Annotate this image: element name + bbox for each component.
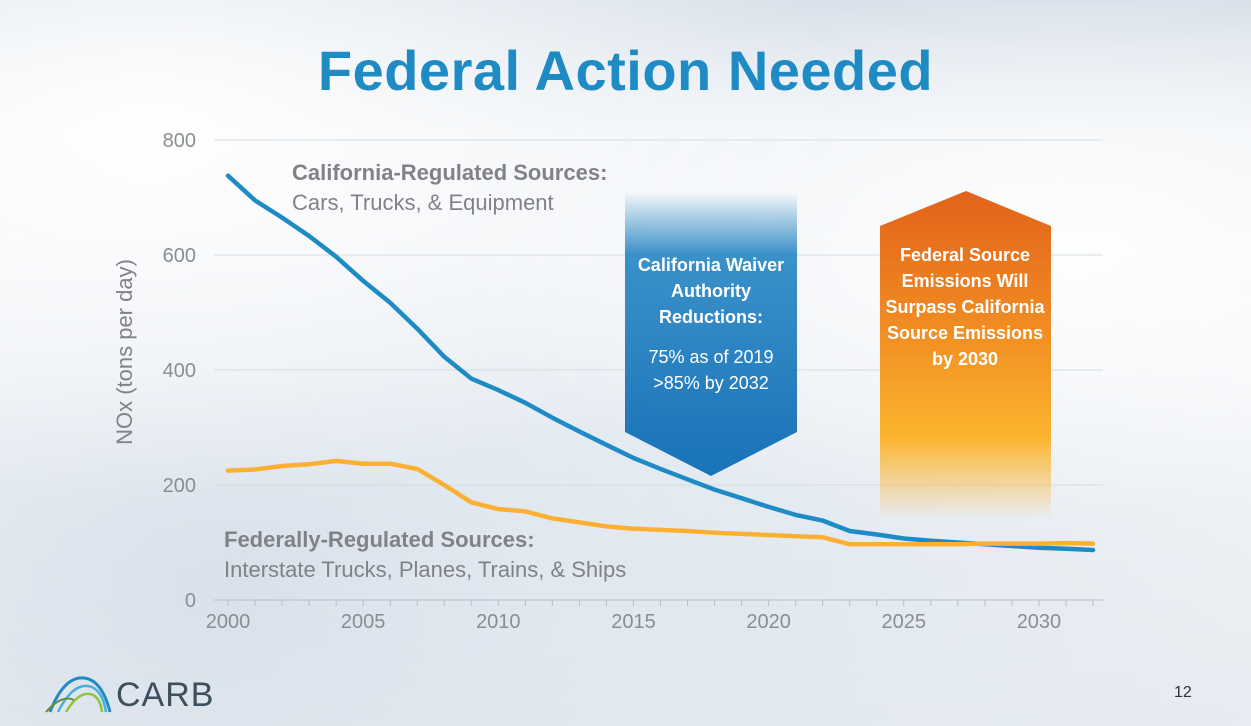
carb-logo-icon — [45, 676, 112, 713]
california-callout-line1: 75% as of 2019 — [648, 347, 774, 367]
federal-series-line — [225, 458, 1096, 547]
california-callout-line2: >85% by 2032 — [653, 373, 769, 393]
california-series-line — [225, 173, 1096, 553]
federal-callout-text: Federal Source Emissions Will Surpass Ca… — [885, 245, 1045, 369]
california-down-arrow — [625, 192, 797, 476]
y-tick-label: 200 — [163, 475, 196, 497]
x-tick-label: 2020 — [746, 611, 791, 633]
federal-series-label-bold: Federally-Regulated Sources: — [224, 527, 535, 552]
california-series-label: California-Regulated Sources: Cars, Truc… — [292, 158, 607, 218]
federal-series-label-plain: Interstate Trucks, Planes, Trains, & Shi… — [224, 557, 627, 582]
federal-series-label: Federally-Regulated Sources: Interstate … — [224, 525, 626, 585]
x-tick-label: 2030 — [1017, 611, 1062, 633]
california-callout: California Waiver Authority Reductions: … — [627, 252, 795, 396]
california-callout-heading: California Waiver Authority Reductions: — [637, 255, 785, 327]
page-number: 12 — [1174, 684, 1192, 701]
x-tick-label: 2015 — [611, 611, 656, 633]
x-tick-label: 2000 — [206, 611, 251, 633]
california-series-label-plain: Cars, Trucks, & Equipment — [292, 190, 554, 215]
x-tick-label: 2005 — [341, 611, 386, 633]
y-tick-label: 400 — [163, 360, 196, 382]
y-tick-label: 800 — [163, 130, 196, 152]
federal-callout: Federal Source Emissions Will Surpass Ca… — [882, 242, 1048, 372]
x-tick-label: 2010 — [476, 611, 521, 633]
california-series-label-bold: California-Regulated Sources: — [292, 160, 608, 185]
y-axis-label: NOx (tons per day) — [112, 259, 137, 445]
slide-title: Federal Action Needed — [317, 39, 934, 102]
x-tick-label: 2025 — [882, 611, 927, 633]
y-tick-label: 0 — [185, 590, 196, 612]
y-tick-label: 600 — [163, 245, 196, 267]
logo-text: CARB — [116, 676, 215, 714]
federal-up-arrow — [880, 191, 1051, 519]
